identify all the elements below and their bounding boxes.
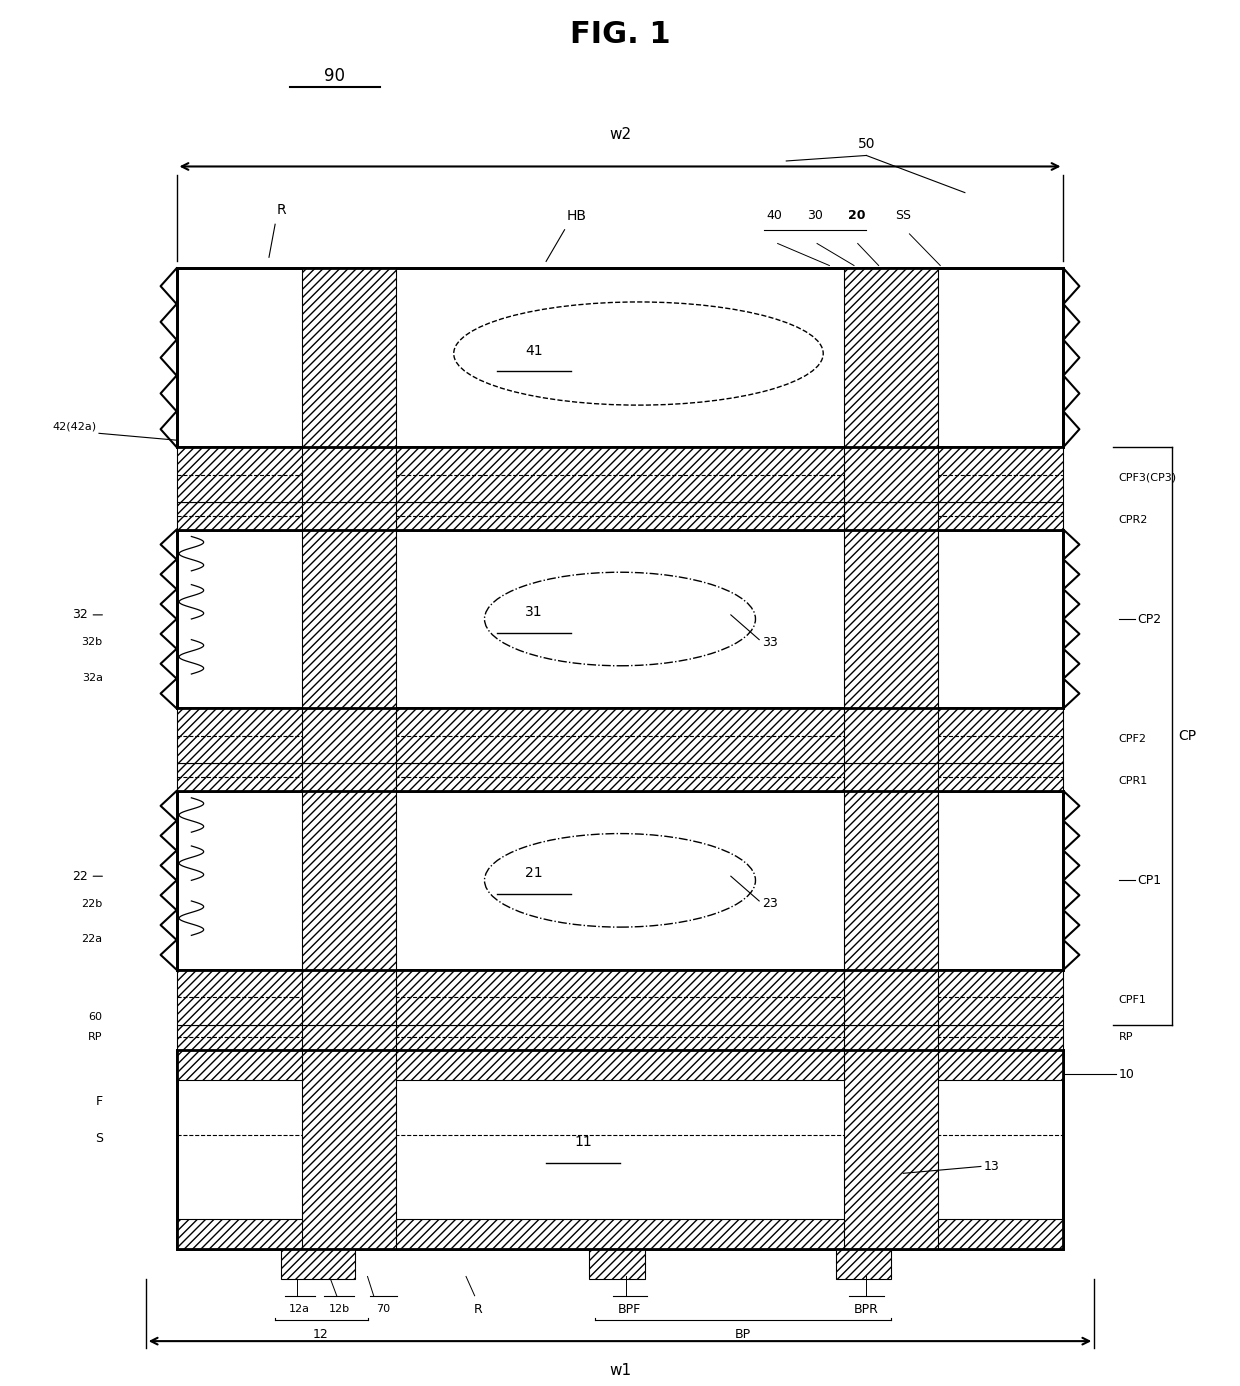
Text: R: R xyxy=(277,204,286,218)
Bar xyxy=(176,764,1064,791)
Text: 21: 21 xyxy=(525,866,543,880)
Text: FIG. 1: FIG. 1 xyxy=(569,19,671,49)
Bar xyxy=(303,970,396,1024)
Bar xyxy=(281,1249,355,1279)
Bar xyxy=(836,1249,892,1279)
Text: RP: RP xyxy=(1118,1033,1133,1042)
Text: F: F xyxy=(95,1095,103,1109)
Text: 32: 32 xyxy=(72,608,88,621)
Bar xyxy=(844,791,937,970)
Bar xyxy=(589,1249,645,1279)
Bar xyxy=(844,1024,937,1049)
Text: CP: CP xyxy=(1178,729,1197,743)
Text: RP: RP xyxy=(88,1033,103,1042)
Text: R: R xyxy=(474,1303,482,1315)
Bar xyxy=(176,1218,1064,1249)
Text: 13: 13 xyxy=(983,1160,999,1173)
Bar xyxy=(176,791,1064,970)
Text: 32a: 32a xyxy=(82,674,103,683)
Bar xyxy=(303,269,396,448)
Text: 31: 31 xyxy=(525,606,543,620)
Bar xyxy=(176,970,1064,1024)
Text: CPF1: CPF1 xyxy=(1118,995,1147,1005)
Bar xyxy=(176,791,1064,970)
Text: S: S xyxy=(94,1132,103,1145)
Bar xyxy=(303,1024,396,1049)
Bar xyxy=(176,708,1064,764)
Bar xyxy=(303,764,396,791)
Text: CPR2: CPR2 xyxy=(1118,516,1148,525)
Text: 22b: 22b xyxy=(82,898,103,909)
Bar xyxy=(844,529,937,708)
Text: BP: BP xyxy=(735,1328,751,1340)
Bar xyxy=(303,448,396,502)
Text: 12a: 12a xyxy=(289,1304,310,1314)
Text: CPR1: CPR1 xyxy=(1118,776,1148,786)
Bar xyxy=(176,1049,1064,1249)
Bar xyxy=(844,502,937,529)
Text: 22a: 22a xyxy=(82,934,103,944)
Bar xyxy=(176,1024,1064,1049)
Bar xyxy=(844,708,937,764)
Bar xyxy=(303,529,396,708)
Text: HB: HB xyxy=(567,209,587,223)
Text: 11: 11 xyxy=(574,1135,591,1149)
Text: 30: 30 xyxy=(807,209,822,223)
Text: 12: 12 xyxy=(312,1328,329,1340)
Bar xyxy=(303,708,396,764)
Text: SS: SS xyxy=(895,209,911,223)
Text: 90: 90 xyxy=(324,67,345,85)
Text: CPF2: CPF2 xyxy=(1118,733,1147,744)
Text: 33: 33 xyxy=(761,636,777,649)
Bar xyxy=(176,1049,1064,1249)
Bar xyxy=(303,1049,396,1249)
Text: w2: w2 xyxy=(609,126,631,141)
Bar xyxy=(176,448,1064,502)
Text: 41: 41 xyxy=(525,344,543,358)
Text: CP2: CP2 xyxy=(1137,613,1162,625)
Bar xyxy=(844,764,937,791)
Text: 20: 20 xyxy=(848,209,866,223)
Bar xyxy=(303,791,396,970)
Text: 32b: 32b xyxy=(82,638,103,647)
Bar xyxy=(844,1049,937,1249)
Bar xyxy=(176,269,1064,448)
Bar xyxy=(176,502,1064,529)
Text: 60: 60 xyxy=(89,1012,103,1021)
Text: BPR: BPR xyxy=(854,1303,879,1315)
Text: 23: 23 xyxy=(761,897,777,911)
Text: 10: 10 xyxy=(1118,1067,1135,1081)
Bar xyxy=(176,1049,1064,1080)
Text: 22: 22 xyxy=(72,870,88,883)
Text: 40: 40 xyxy=(766,209,782,223)
Bar xyxy=(303,502,396,529)
Bar xyxy=(176,529,1064,708)
Bar xyxy=(844,970,937,1024)
Text: 42(42a): 42(42a) xyxy=(52,421,97,431)
Text: CP1: CP1 xyxy=(1137,873,1162,887)
Bar xyxy=(844,269,937,448)
Text: 50: 50 xyxy=(858,137,875,151)
Text: w1: w1 xyxy=(609,1364,631,1378)
Bar xyxy=(176,529,1064,708)
Bar xyxy=(176,269,1064,448)
Text: 70: 70 xyxy=(377,1304,391,1314)
Text: 12b: 12b xyxy=(329,1304,350,1314)
Bar xyxy=(844,448,937,502)
Text: CPF3(CP3): CPF3(CP3) xyxy=(1118,473,1177,482)
Text: BPF: BPF xyxy=(619,1303,641,1315)
